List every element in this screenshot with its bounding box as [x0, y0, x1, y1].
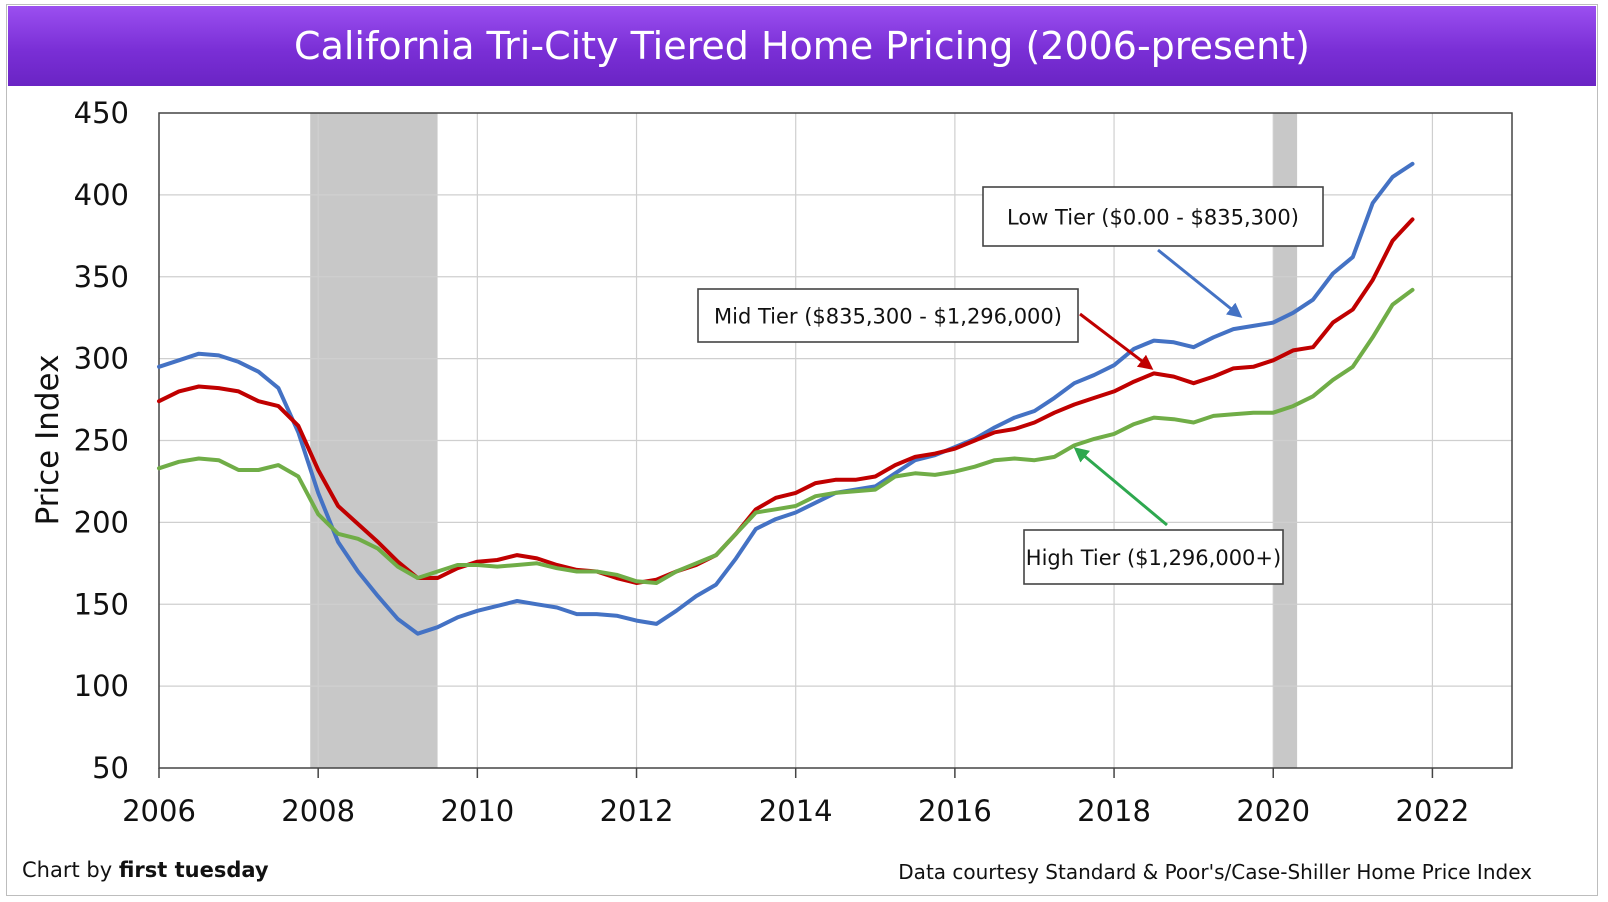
callout-box-mid: [697, 288, 1079, 343]
title-banner: California Tri-City Tiered Home Pricing …: [8, 6, 1596, 86]
callout-label-low: Low Tier ($0.00 - $835,300): [1007, 206, 1299, 230]
y-tick-label-450: 450: [74, 96, 129, 130]
y-tick-label-200: 200: [74, 505, 129, 539]
chart-title: California Tri-City Tiered Home Pricing …: [294, 24, 1310, 68]
y-tick-label-350: 350: [74, 260, 129, 294]
axes: 50 100 150 200 250 300 350 400 450 2006 2008 2010 20…: [74, 96, 1470, 828]
x-tick-label-2010: 2010: [440, 794, 514, 828]
x-tick-label-2012: 2012: [600, 794, 674, 828]
chart-frame: [6, 4, 1598, 896]
x-tick-label-2018: 2018: [1077, 794, 1151, 828]
y-axis-label: Price Index: [30, 355, 66, 526]
credit-brand: first tuesday: [118, 858, 269, 882]
series-line-high: [157, 287, 1415, 585]
x-tick-label-2006: 2006: [122, 794, 196, 828]
series-line-mid: [157, 217, 1415, 585]
callout-arrow-low: [1157, 248, 1243, 318]
plot-area: [158, 112, 1513, 769]
y-tick-label-150: 150: [74, 587, 129, 621]
x-tick-label-2022: 2022: [1396, 794, 1470, 828]
callout-label-high: High Tier ($1,296,000+): [1026, 546, 1281, 570]
callout-box-low: [982, 186, 1324, 247]
series-lines: [157, 161, 1415, 636]
y-tick-label-400: 400: [74, 178, 129, 212]
y-tick-label-250: 250: [74, 424, 129, 458]
x-tick-label-2016: 2016: [918, 794, 992, 828]
x-tick-label-2014: 2014: [759, 794, 833, 828]
callout-label-mid: Mid Tier ($835,300 - $1,296,000): [714, 305, 1062, 329]
callout-box-high: [1023, 529, 1284, 585]
y-tick-label-300: 300: [74, 342, 129, 376]
callout-arrow-mid: [1079, 312, 1154, 370]
series-line-low: [157, 161, 1415, 636]
chart-credit: Chart by first tuesday: [22, 858, 269, 882]
y-tick-label-50: 50: [92, 751, 129, 785]
credit-prefix: Chart by: [22, 858, 119, 882]
y-tick-label-100: 100: [74, 669, 129, 703]
callouts: Low Tier ($0.00 - $835,300) Mid Tier ($83…: [697, 186, 1324, 585]
x-tick-label-2008: 2008: [281, 794, 355, 828]
x-tick-label-2020: 2020: [1236, 794, 1310, 828]
data-source: Data courtesy Standard & Poor's/Case-Shi…: [898, 860, 1532, 884]
callout-arrow-high: [1073, 447, 1168, 527]
